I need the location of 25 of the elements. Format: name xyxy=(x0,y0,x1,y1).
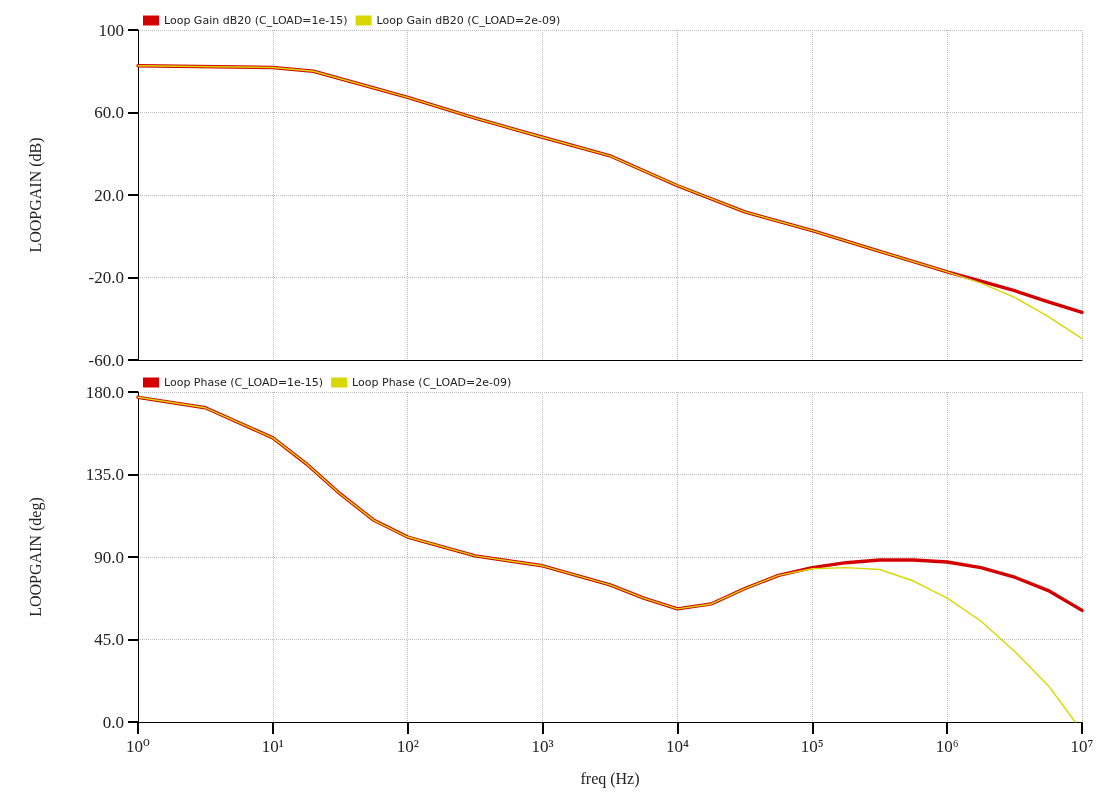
y-tick-label: 180.0 xyxy=(85,382,124,402)
x-tick-label: 10⁵ xyxy=(800,737,824,756)
x-tick-label: 10¹ xyxy=(261,737,284,756)
x-axis-title: freq (Hz) xyxy=(580,769,640,788)
y-tick-label: 0.0 xyxy=(102,712,124,732)
x-tick-label: 10³ xyxy=(531,737,554,756)
x-tick-label: 10² xyxy=(396,737,419,756)
y-tick-label: 135.0 xyxy=(85,465,124,484)
legend-label: Loop Phase (C_LOAD=1e-15) xyxy=(164,376,324,389)
y-tick-label: -20.0 xyxy=(88,268,124,287)
x-tick-label: 10⁰ xyxy=(126,737,151,756)
x-tick-label: 10⁶ xyxy=(935,737,959,756)
y-tick-label: 90.0 xyxy=(94,547,124,567)
legend-label: Loop Gain dB20 (C_LOAD=2e-09) xyxy=(376,14,561,27)
x-tick-label: 10⁷ xyxy=(1070,737,1094,756)
legend-label: Loop Gain dB20 (C_LOAD=1e-15) xyxy=(164,14,348,27)
y-tick-label: 45.0 xyxy=(94,630,124,649)
x-tick-label: 10⁴ xyxy=(665,737,689,756)
legend-label: Loop Phase (C_LOAD=2e-09) xyxy=(352,376,512,389)
y-tick-label: 20.0 xyxy=(94,185,124,205)
y-axis-title: LOOPGAIN (dB) xyxy=(26,137,45,253)
y-tick-label: 100 xyxy=(98,20,124,40)
y-axis-title: LOOPGAIN (deg) xyxy=(26,497,45,617)
y-tick-label: 60.0 xyxy=(94,103,124,122)
y-tick-label: -60.0 xyxy=(88,350,124,370)
